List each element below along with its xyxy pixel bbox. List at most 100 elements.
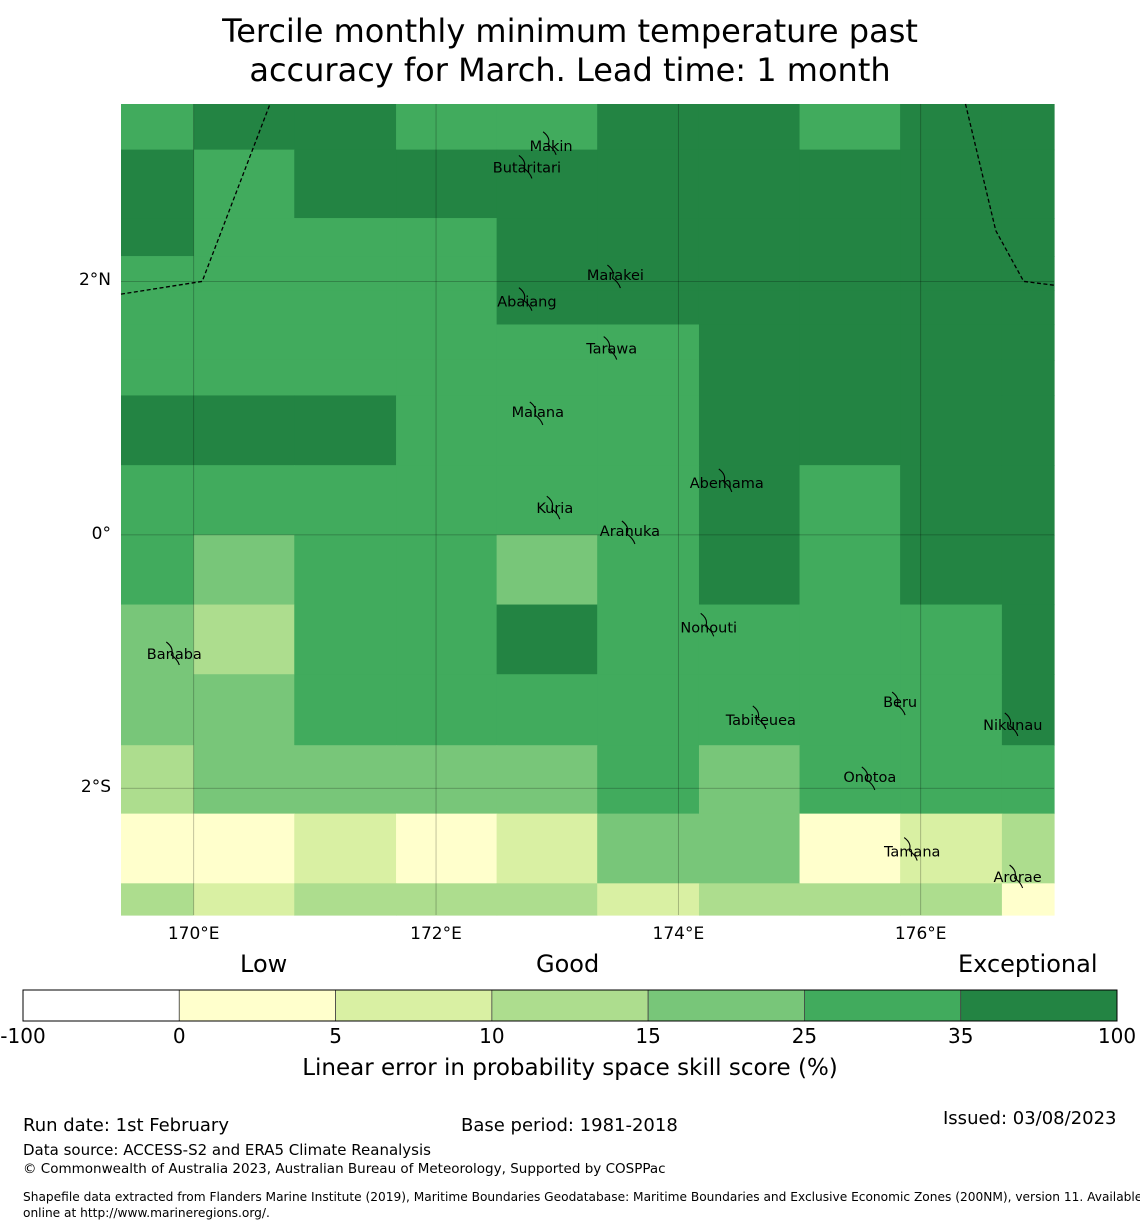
grid-cell: [294, 324, 397, 361]
grid-cell: [193, 534, 295, 606]
grid-cell: [294, 883, 397, 916]
grid-cell: [193, 395, 295, 466]
grid-cell: [1001, 218, 1055, 257]
grid-cell: [121, 534, 195, 606]
grid-cell: [900, 290, 1003, 326]
grid-cell: [294, 218, 397, 257]
grid-cell: [496, 359, 598, 397]
island-label-onotoa: Onotoa: [843, 770, 896, 786]
grid-cell: [496, 104, 598, 151]
grid-cell: [799, 604, 901, 675]
grid-cell: [496, 465, 598, 536]
grid-cell: [193, 218, 295, 257]
island-label-arorae: Arorae: [993, 870, 1041, 886]
grid-cell: [698, 395, 801, 466]
grid-cell: [396, 465, 498, 536]
island-label-tarawa: Tarawa: [585, 342, 637, 358]
grid-cell: [799, 813, 901, 884]
grid-cell: [496, 883, 598, 916]
grid-cell: [121, 218, 195, 257]
grid-cell: [900, 104, 1003, 151]
island-outline-marakei: [607, 264, 621, 289]
grid-cell: [193, 149, 295, 219]
graticule-lines: [121, 104, 1054, 915]
grid-cell: [294, 604, 397, 675]
colorbar-bin: [960, 989, 1118, 1022]
grid-cell: [597, 604, 700, 675]
island-outline-arorae: [1009, 864, 1024, 889]
grid-cell: [121, 465, 195, 536]
grid-cell: [799, 465, 901, 536]
grid-cell: [799, 256, 901, 291]
shapefile-credit-line-2: online at http://www.marineregions.org/.: [23, 1206, 270, 1220]
colorbar-frame: [22, 989, 1118, 1022]
colorbar-bin: [804, 989, 962, 1022]
eez-boundary-line: [120, 103, 271, 295]
grid-cell: [900, 674, 1003, 746]
colorbar-bin: [491, 989, 649, 1022]
grid-cell: [396, 218, 498, 257]
grid-cell: [698, 813, 801, 884]
colorbar-tick-label: -100: [0, 1024, 46, 1048]
grid-cell: [121, 256, 195, 291]
grid-cell: [396, 674, 498, 746]
grid-cell: [496, 149, 598, 219]
grid-cell: [698, 104, 801, 151]
grid-cell: [597, 104, 700, 151]
grid-cell: [193, 324, 295, 361]
grid-cell: [1001, 813, 1055, 884]
data-source: Data source: ACCESS-S2 and ERA5 Climate …: [23, 1141, 431, 1159]
grid-cell: [396, 256, 498, 291]
grid-cell: [900, 324, 1003, 361]
grid-cell: [496, 674, 598, 746]
grid-cell: [597, 149, 700, 219]
island-label-nikunau: Nikunau: [983, 718, 1042, 734]
grid-cell: [900, 256, 1003, 291]
grid-cell: [1001, 359, 1055, 397]
grid-cell: [396, 359, 498, 397]
grid-cell: [799, 359, 901, 397]
island-outline-tarawa: [603, 336, 618, 360]
grid-cell: [294, 290, 397, 326]
grid-cell: [698, 465, 801, 536]
grid-cell: [294, 813, 397, 884]
grid-cell: [496, 290, 598, 326]
island-label-tabiteuea: Tabiteuea: [725, 713, 796, 729]
grid-cell: [597, 813, 700, 884]
island-outline-abemama: [718, 468, 733, 493]
grid-cell: [597, 674, 700, 746]
grid-cell: [496, 813, 598, 884]
island-label-marakei: Marakei: [587, 268, 644, 284]
grid-cell: [799, 290, 901, 326]
island-outline-makin: [542, 131, 557, 155]
lon-tick-label: 176°E: [894, 924, 947, 944]
colorbar-category-good: Good: [536, 950, 600, 978]
grid-cell: [294, 359, 397, 397]
grid-cell: [121, 359, 195, 397]
grid-cell: [193, 256, 295, 291]
island-label-abemama: Abemama: [690, 476, 764, 492]
grid-cell: [597, 534, 700, 606]
grid-cell: [900, 149, 1003, 219]
colorbar-category-exceptional: Exceptional: [958, 950, 1098, 978]
colorbar-tick-label: 25: [791, 1024, 818, 1048]
grid-cell: [900, 465, 1003, 536]
grid-cell: [121, 290, 195, 326]
grid-cell: [597, 745, 700, 815]
grid-cell: [597, 290, 700, 326]
grid-cell: [294, 104, 397, 151]
grid-cell: [294, 745, 397, 815]
grid-cell: [799, 218, 901, 257]
grid-cell: [396, 813, 498, 884]
island-outline-nonouti: [700, 612, 715, 637]
colorbar-tick-label: 5: [329, 1024, 342, 1048]
lon-tick-label: 174°E: [652, 924, 705, 944]
colorbar-tick-label: 15: [635, 1024, 661, 1048]
grid-cell: [799, 324, 901, 361]
base-period: Base period: 1981-2018: [461, 1115, 678, 1136]
grid-cell: [121, 745, 195, 815]
grid-cell: [496, 745, 598, 815]
island-label-tamana: Tamana: [883, 845, 940, 861]
grid-cell: [193, 104, 295, 151]
grid-cell: [799, 395, 901, 466]
